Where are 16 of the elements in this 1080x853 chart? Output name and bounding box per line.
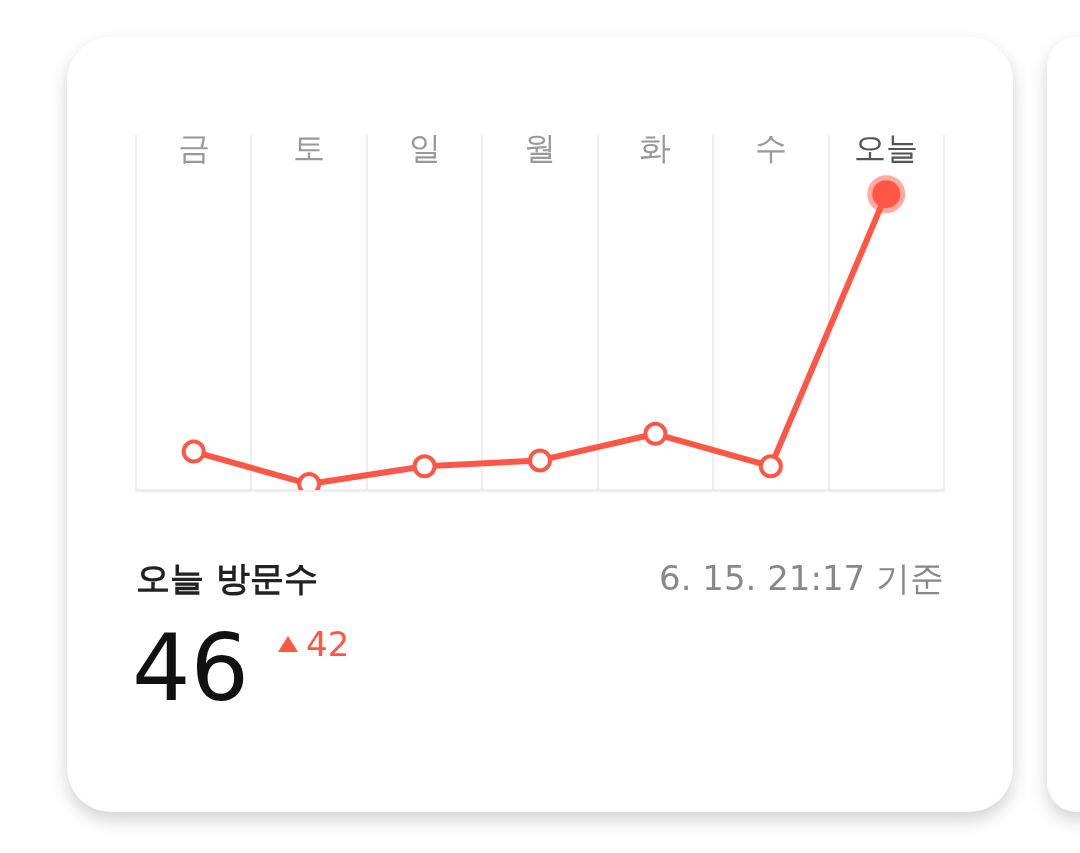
text: 6. 15. 21:17 기준	[659, 557, 944, 600]
text: 42	[306, 624, 350, 664]
x-tick-label: 화	[639, 129, 672, 168]
point	[643, 421, 668, 446]
text: 46	[132, 615, 250, 722]
x-tick-label: 금	[177, 129, 210, 168]
point	[181, 439, 206, 464]
text: 오늘 방문수	[136, 557, 318, 600]
x-tick-label: 토	[293, 129, 326, 168]
x-tick-label: 오늘	[854, 129, 919, 168]
x-tick-label: 월	[524, 129, 556, 168]
point	[412, 454, 437, 479]
x-tick-label: 일	[408, 129, 441, 168]
point	[758, 454, 783, 479]
point	[528, 448, 552, 473]
x-tick-label: 수	[754, 129, 787, 168]
